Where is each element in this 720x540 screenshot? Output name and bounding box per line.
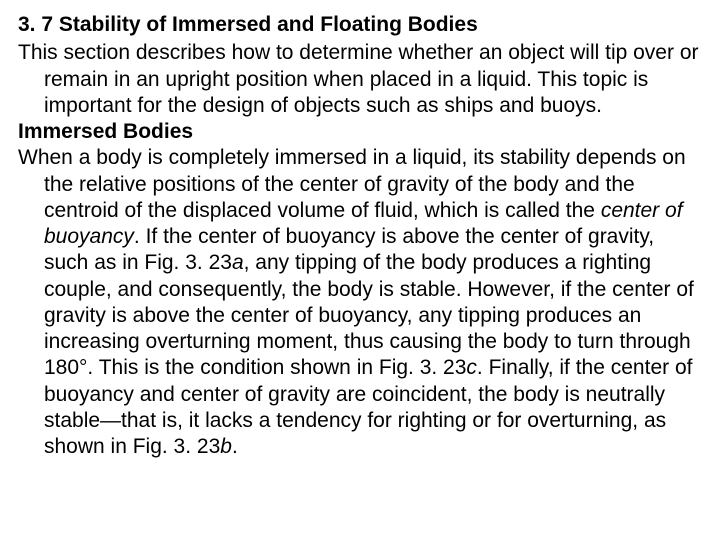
fig-ref-a: a [232, 251, 244, 274]
intro-paragraph: This section describes how to determine … [18, 40, 702, 119]
fig-ref-b: b [220, 435, 232, 458]
body-text-e: . [232, 435, 238, 458]
body-paragraph: When a body is completely immersed in a … [18, 145, 702, 460]
body-text-a: When a body is completely immersed in a … [18, 146, 686, 222]
section-heading: 3. 7 Stability of Immersed and Floating … [18, 12, 702, 38]
fig-ref-c: c [466, 356, 477, 379]
intro-text: This section describes how to determine … [18, 41, 699, 117]
subsection-heading: Immersed Bodies [18, 119, 702, 145]
